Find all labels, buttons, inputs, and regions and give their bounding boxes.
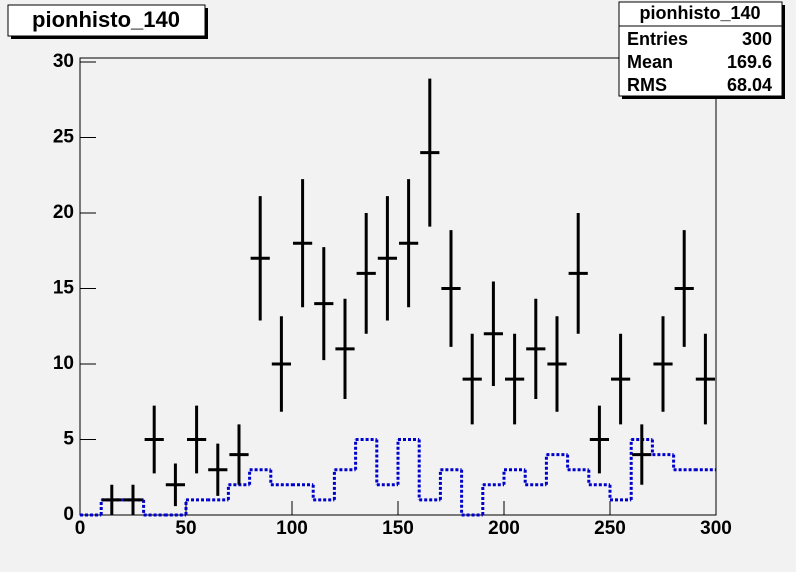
stats-value: 169.6 <box>727 52 772 72</box>
y-tick-label: 20 <box>53 202 74 223</box>
stats-label: Entries <box>627 29 688 49</box>
x-tick-label: 200 <box>488 518 520 539</box>
error-bar <box>674 230 694 347</box>
y-tick-label: 15 <box>53 278 75 299</box>
error-bar <box>165 463 185 507</box>
stats-box <box>618 1 783 97</box>
error-bar <box>526 298 546 400</box>
x-tick-label: 300 <box>700 518 732 539</box>
y-tick-label: 5 <box>63 429 74 450</box>
y-tick-label: 30 <box>53 51 74 72</box>
x-tick-label: 250 <box>594 518 626 539</box>
error-bar <box>462 333 482 425</box>
y-tick-label: 0 <box>63 504 74 525</box>
error-bar <box>399 179 419 308</box>
error-bar <box>695 333 715 425</box>
error-bar <box>335 298 355 400</box>
error-bar <box>377 196 397 321</box>
stats-value: 68.04 <box>727 75 772 95</box>
error-bar <box>505 333 525 425</box>
error-bar <box>229 424 249 485</box>
stats-label: RMS <box>627 75 667 95</box>
frame <box>79 57 717 516</box>
error-bar <box>144 405 164 474</box>
error-bar <box>653 316 673 412</box>
error-bar <box>589 405 609 474</box>
title-box <box>7 4 206 37</box>
stats-value: 300 <box>742 29 772 49</box>
error-bar <box>208 443 228 496</box>
y-tick-label: 25 <box>53 127 75 148</box>
error-bar <box>356 213 376 334</box>
error-bar <box>568 213 588 334</box>
error-bar <box>483 281 503 387</box>
error-bar <box>314 247 334 361</box>
error-bar <box>441 230 461 347</box>
error-bar <box>187 405 207 474</box>
y-tick-label: 10 <box>53 353 74 374</box>
error-bar <box>420 78 440 227</box>
x-tick-label: 0 <box>75 518 86 539</box>
error-bar <box>271 316 291 412</box>
x-tick-label: 150 <box>382 518 414 539</box>
error-bar <box>547 316 567 412</box>
x-tick-label: 100 <box>276 518 308 539</box>
error-bar <box>611 333 631 425</box>
error-bar <box>102 484 122 515</box>
stats-label: Mean <box>627 52 673 72</box>
x-tick-label: 50 <box>175 518 196 539</box>
error-bar <box>293 179 313 308</box>
error-bar <box>123 484 143 515</box>
stats-title: pionhisto_140 <box>639 3 760 23</box>
chart-title: pionhisto_140 <box>32 7 180 32</box>
error-bar <box>250 196 270 321</box>
error-bar <box>632 424 652 485</box>
